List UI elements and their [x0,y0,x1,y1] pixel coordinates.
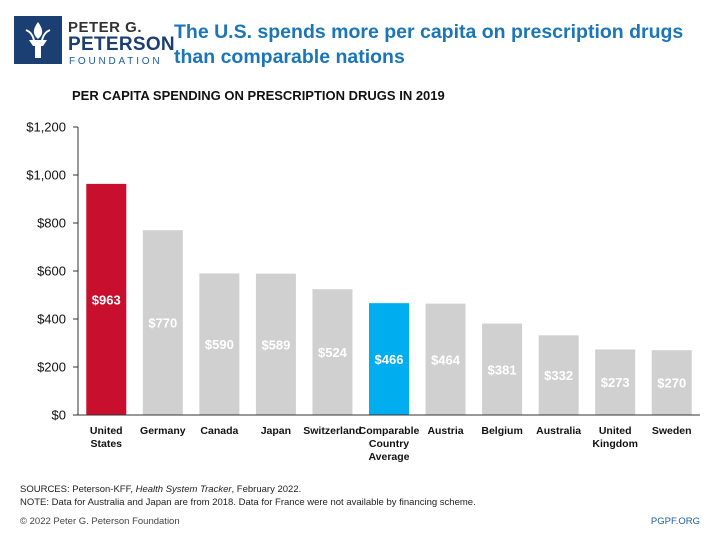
pgpf-logo: PETER G. PETERSON FOUNDATION [14,14,175,70]
chart-title: PER CAPITA SPENDING ON PRESCRIPTION DRUG… [72,88,445,103]
x-tick-label-line: Australia [536,425,581,437]
x-tick-label-line: Comparable [359,425,420,437]
data-label: $270 [657,376,686,391]
x-tick-label: Australia [536,425,581,437]
bar [425,303,466,415]
site-link[interactable]: PGPF.ORG [650,516,700,527]
x-tick-label: Canada [200,425,238,437]
x-tick-label-line: Germany [140,425,186,437]
x-tick-label-line: Average [368,451,409,463]
x-tick-label-line: United [599,425,632,437]
x-tick-label: Sweden [652,425,692,437]
bar [312,289,353,415]
page-title: The U.S. spends more per capita on presc… [174,21,684,68]
x-tick-label-line: Canada [200,425,238,437]
y-tick-label: $800 [37,216,66,231]
sources-publication: Health System Tracker [135,484,232,495]
data-label: $273 [601,375,630,390]
x-tick-label-line: Austria [427,425,463,437]
y-tick-label: $0 [52,408,66,423]
x-tick-label-line: Switzerland [303,425,361,437]
x-tick-label-line: Sweden [652,425,692,437]
y-tick-label: $1,000 [26,168,66,183]
x-tick-label: Japan [261,425,291,437]
bar [651,350,692,415]
bars: $963 $770 $590 $589 $524 $466 $464 $381 $332 $273… [86,183,692,415]
data-label: $466 [375,352,404,367]
x-tick-label: Belgium [481,425,522,437]
x-tick-label-line: Kingdom [592,438,638,450]
y-tick-label: $1,200 [26,120,66,135]
copyright: © 2022 Peter G. Peterson Foundation [20,516,180,527]
data-label: $770 [148,316,177,331]
bar [369,303,409,415]
y-tick-label: $400 [37,312,66,327]
data-label: $381 [488,362,517,377]
x-tick-label: Germany [140,425,186,437]
data-label: $464 [431,352,461,367]
logo-text-top: PETER G. [68,19,143,36]
sources-line: SOURCES: Peterson-KFF, Health System Tra… [20,483,476,496]
source-notes: SOURCES: Peterson-KFF, Health System Tra… [20,483,476,509]
x-tick-label: Austria [427,425,463,437]
bar [86,183,127,415]
y-axis: $0 $200 $400 $600 $800 $1,000 $1,200 [26,120,79,423]
data-label: $589 [261,337,290,352]
x-tick-label-line: United [90,425,123,437]
sources-suffix: , February 2022. [231,484,302,495]
x-tick-label: Comparable Country Average [359,425,420,463]
logo-text-main: PETERSON [68,34,175,55]
y-tick-label: $200 [37,360,66,375]
bar [255,273,296,415]
x-tick-label: United Kingdom [592,425,638,450]
bar [538,335,579,415]
torch-logo-icon [14,16,62,64]
logo-text-foundation: FOUNDATION [69,56,163,67]
data-label: $590 [205,337,234,352]
sources-prefix: SOURCES: Peterson-KFF, [20,484,136,495]
x-tick-label-line: Japan [261,425,291,437]
data-label: $963 [92,292,121,307]
x-tick-label: Switzerland [303,425,361,437]
bar [199,273,240,415]
note-line: NOTE: Data for Australia and Japan are f… [20,497,476,508]
bar [482,323,523,415]
y-tick-label: $600 [37,264,66,279]
x-tick-label-line: States [91,438,123,450]
data-label: $524 [318,345,348,360]
data-label: $332 [544,368,573,383]
x-tick-label: United States [90,425,123,450]
bar [595,349,636,415]
x-tick-label-line: Belgium [481,425,522,437]
bar [142,230,183,415]
bar-chart: $0$200$400$600$800$1,000$1,200 $963$770$… [26,120,700,463]
x-tick-label-line: Country [369,438,409,450]
